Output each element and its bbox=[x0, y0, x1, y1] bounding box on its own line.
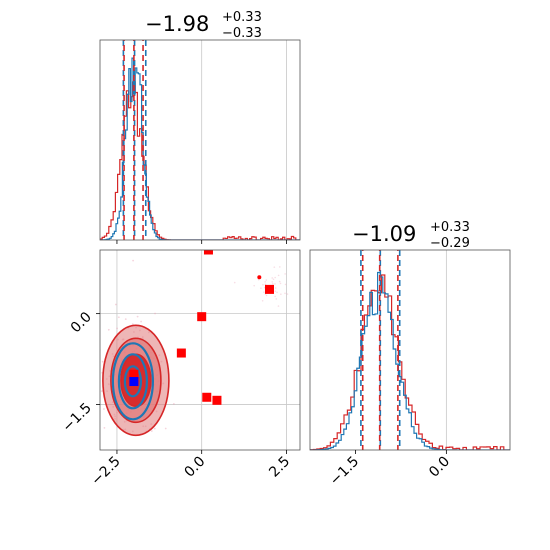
y-tick-label: 0.0 bbox=[68, 309, 95, 336]
marker-red-dot bbox=[257, 275, 262, 280]
sample-point bbox=[131, 323, 134, 326]
sample-point bbox=[260, 287, 262, 289]
sample-point bbox=[272, 278, 275, 281]
histogram-2-frame bbox=[309, 249, 511, 451]
scatter-panel: −2.5 0.0 2.5 0.0 −1.5 bbox=[59, 249, 301, 489]
sample-point bbox=[103, 408, 105, 410]
sample-point bbox=[253, 284, 255, 287]
histogram-2-title-upper: +0.33 bbox=[430, 220, 470, 235]
sample-point bbox=[278, 280, 281, 283]
histogram-1-frame bbox=[99, 39, 301, 241]
sample-point bbox=[261, 300, 264, 302]
sample-point bbox=[264, 283, 267, 286]
sample-point bbox=[286, 293, 289, 295]
sample-point bbox=[100, 390, 103, 393]
sample-point bbox=[271, 277, 273, 279]
sample-point bbox=[273, 266, 276, 268]
sample-point bbox=[153, 427, 156, 430]
sample-point bbox=[263, 291, 265, 293]
sample-point bbox=[271, 281, 273, 283]
sample-point bbox=[116, 327, 118, 330]
histogram-panel-2: −1.5 0.0 −1.09 +0.33 −0.29 bbox=[309, 220, 511, 489]
marker-red bbox=[129, 369, 139, 379]
sample-point bbox=[274, 276, 276, 279]
marker-red bbox=[264, 284, 274, 294]
contour-blue bbox=[123, 365, 142, 398]
sample-point bbox=[278, 266, 281, 268]
x-tick-label: −2.5 bbox=[88, 454, 123, 489]
sample-point bbox=[279, 282, 282, 285]
sample-point bbox=[265, 294, 268, 297]
sample-point bbox=[265, 279, 268, 281]
histogram-2-title-lower: −0.29 bbox=[430, 236, 470, 251]
marker-red bbox=[203, 250, 213, 255]
marker-blue bbox=[129, 377, 139, 387]
sample-point bbox=[276, 291, 278, 294]
marker-red bbox=[212, 395, 222, 405]
histogram-1-title-lower: −0.33 bbox=[222, 26, 262, 41]
sample-point bbox=[284, 283, 287, 286]
sample-point bbox=[117, 316, 120, 319]
sample-point bbox=[103, 426, 106, 429]
sample-point bbox=[277, 274, 280, 277]
sample-point bbox=[274, 295, 276, 298]
sample-point bbox=[124, 318, 127, 321]
x-tick-label: 0.0 bbox=[426, 454, 453, 481]
histogram-1-title-median: −1.98 bbox=[145, 12, 209, 36]
histogram-1-blue bbox=[100, 57, 300, 240]
sample-point bbox=[150, 430, 153, 432]
sample-point bbox=[154, 312, 156, 315]
x-tick-label: 2.5 bbox=[266, 454, 293, 481]
histogram-1-title: −1.98 bbox=[145, 12, 209, 36]
histogram-2-title-median: −1.09 bbox=[352, 222, 416, 246]
sample-point bbox=[274, 287, 277, 289]
marker-red bbox=[197, 312, 207, 322]
sample-point bbox=[114, 303, 117, 306]
sample-point bbox=[274, 283, 276, 285]
histogram-1-red bbox=[100, 81, 300, 240]
contour-blue bbox=[117, 353, 148, 410]
contour-blue bbox=[111, 342, 154, 421]
scatter-frame bbox=[99, 249, 301, 451]
sample-point bbox=[88, 354, 90, 356]
marker-red bbox=[202, 392, 212, 402]
histogram-2-title: −1.09 bbox=[352, 222, 416, 246]
sample-point bbox=[140, 320, 142, 323]
sample-point bbox=[257, 278, 260, 281]
sample-point bbox=[164, 427, 167, 430]
x-tick-label: 0.0 bbox=[181, 454, 208, 481]
histogram-panel-1: −1.98 +0.33 −0.33 bbox=[99, 10, 301, 244]
sample-point bbox=[233, 281, 236, 284]
sample-point bbox=[101, 360, 104, 363]
sample-point bbox=[172, 402, 175, 405]
sample-point bbox=[107, 328, 110, 331]
sample-point bbox=[284, 273, 286, 275]
histogram-2-red bbox=[310, 274, 510, 450]
sample-point bbox=[275, 298, 278, 300]
sample-point bbox=[280, 293, 282, 296]
marker-red bbox=[176, 348, 186, 358]
sample-point bbox=[277, 305, 280, 307]
sample-point bbox=[132, 259, 135, 262]
y-tick-label: −1.5 bbox=[59, 400, 94, 435]
sample-point bbox=[264, 281, 266, 283]
sample-point bbox=[134, 468, 136, 470]
sample-point bbox=[274, 290, 277, 293]
sample-point bbox=[262, 283, 264, 286]
sample-point bbox=[272, 283, 274, 285]
histogram-1-title-upper: +0.33 bbox=[222, 10, 262, 25]
sample-point bbox=[136, 315, 139, 318]
x-tick-label: −1.5 bbox=[327, 454, 362, 489]
sample-point bbox=[284, 292, 286, 295]
